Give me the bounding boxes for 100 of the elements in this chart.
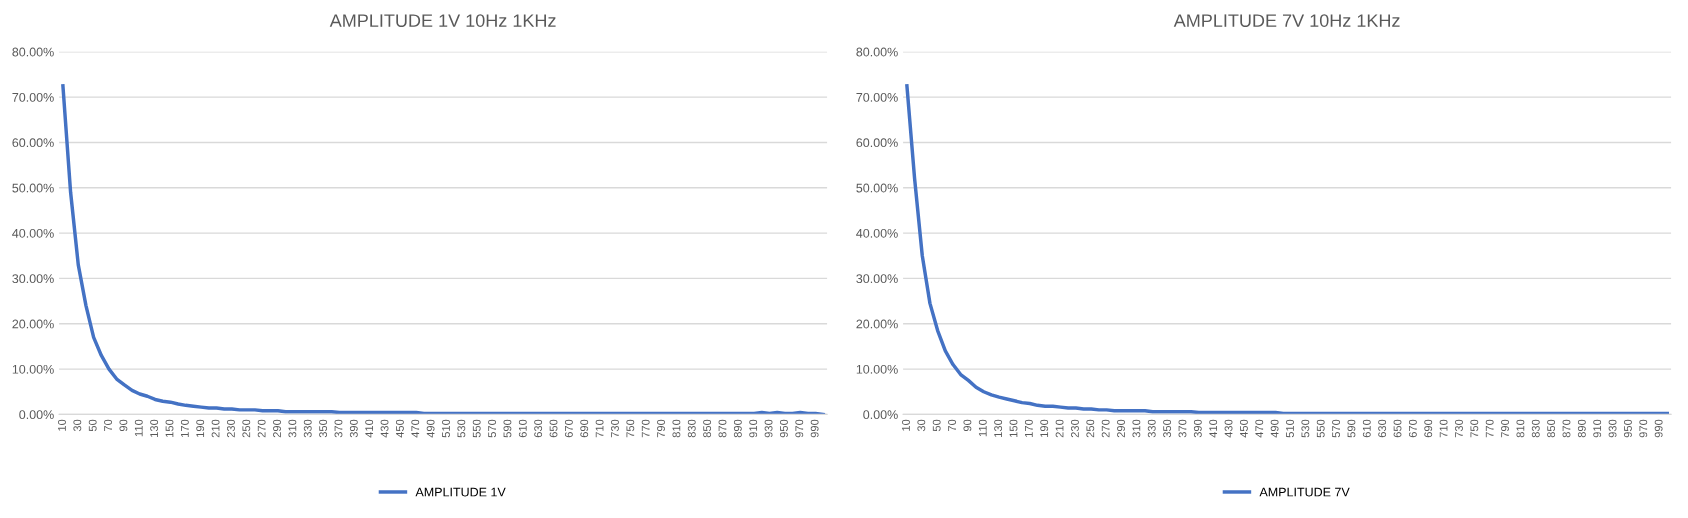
x-tick-label: 70 <box>104 419 112 432</box>
chart-title: AMPLITUDE 1V 10Hz 1KHz <box>329 14 556 27</box>
x-tick-label: 110 <box>978 419 987 437</box>
x-tick-label: 830 <box>1531 419 1540 438</box>
x-tick-label: 330 <box>303 419 312 438</box>
x-tick-label: 810 <box>672 419 681 438</box>
x-tick-label: 610 <box>1362 419 1371 438</box>
legend-label: AMPLITUDE 1V <box>415 487 506 497</box>
x-tick-label: 170 <box>1024 419 1033 437</box>
y-tick-label: 40.00% <box>12 228 54 238</box>
x-tick-label: 730 <box>1455 419 1463 438</box>
x-tick-label: 250 <box>242 419 251 438</box>
legend-label: AMPLITUDE 7V <box>1259 487 1350 497</box>
x-tick-label: 30 <box>73 419 82 432</box>
x-tick-label: 970 <box>795 419 804 438</box>
x-tick-label: 170 <box>180 419 189 437</box>
x-tick-label: 610 <box>518 419 527 438</box>
x-tick-label: 490 <box>426 419 435 438</box>
y-tick-label: 30.00% <box>856 274 898 284</box>
x-tick-label: 10 <box>902 419 910 431</box>
x-tick-label: 30 <box>917 419 926 432</box>
x-tick-label: 370 <box>1178 419 1187 438</box>
x-tick-label: 710 <box>1439 419 1448 438</box>
chart-title: AMPLITUDE 7V 10Hz 1KHz <box>1173 14 1400 27</box>
x-tick-label: 730 <box>611 419 619 438</box>
x-tick-label: 510 <box>442 419 450 438</box>
x-tick-label: 570 <box>488 419 497 438</box>
x-tick-label: 770 <box>1485 419 1494 438</box>
x-tick-label: 390 <box>1193 419 1202 438</box>
x-tick-label: 330 <box>1147 419 1156 438</box>
y-tick-label: 60.00% <box>12 138 54 148</box>
x-tick-label: 90 <box>963 419 972 432</box>
x-tick-label: 350 <box>1163 419 1172 438</box>
x-tick-label: 950 <box>1623 419 1632 438</box>
x-tick-label: 590 <box>1347 419 1356 438</box>
x-tick-label: 890 <box>1577 419 1586 438</box>
x-tick-label: 850 <box>703 419 712 438</box>
x-tick-label: 430 <box>1224 419 1233 438</box>
x-tick-label: 470 <box>1255 419 1264 438</box>
y-tick-label: 70.00% <box>856 92 898 102</box>
line-series <box>905 84 1670 415</box>
x-tick-label: 890 <box>733 419 742 438</box>
x-tick-label: 950 <box>779 419 788 438</box>
x-tick-label: 990 <box>810 419 819 438</box>
x-tick-label: 490 <box>1270 419 1279 438</box>
x-tick-label: 930 <box>1608 419 1617 438</box>
x-tick-label: 230 <box>227 419 235 438</box>
y-tick-label: 50.00% <box>12 183 54 193</box>
x-tick-label: 10 <box>58 419 66 431</box>
x-tick-label: 210 <box>1055 419 1064 438</box>
x-tick-label: 410 <box>365 419 374 438</box>
x-tick-label: 750 <box>626 419 635 438</box>
y-tick-label: 80.00% <box>856 47 898 57</box>
x-tick-label: 690 <box>1424 419 1433 438</box>
line-series <box>61 84 826 415</box>
x-tick-label: 750 <box>1470 419 1479 438</box>
x-tick-label: 450 <box>1239 419 1248 438</box>
x-tick-label: 450 <box>395 419 404 438</box>
x-tick-label: 90 <box>119 419 128 432</box>
x-tick-label: 670 <box>1408 419 1417 438</box>
x-tick-label: 390 <box>349 419 358 438</box>
x-tick-label: 910 <box>1593 419 1602 438</box>
x-tick-label: 650 <box>1393 419 1402 438</box>
x-tick-label: 150 <box>165 419 174 437</box>
x-tick-label: 550 <box>1316 419 1325 438</box>
x-tick-label: 970 <box>1639 419 1648 438</box>
x-tick-label: 470 <box>411 419 420 438</box>
x-tick-label: 530 <box>457 419 466 438</box>
x-tick-label: 650 <box>549 419 558 438</box>
y-tick-label: 60.00% <box>856 138 898 148</box>
x-tick-label: 710 <box>595 419 604 438</box>
x-tick-label: 870 <box>718 419 727 438</box>
x-tick-label: 290 <box>1117 419 1125 438</box>
x-tick-label: 130 <box>994 419 1003 437</box>
x-tick-label: 550 <box>472 419 481 438</box>
x-tick-label: 570 <box>1332 419 1341 438</box>
y-tick-label: 70.00% <box>12 92 54 102</box>
y-tick-label: 0.00% <box>19 410 54 420</box>
x-tick-label: 310 <box>1132 419 1141 438</box>
x-tick-label: 150 <box>1009 419 1018 437</box>
y-tick-label: 20.00% <box>856 319 898 329</box>
y-tick-label: 40.00% <box>856 228 898 238</box>
x-tick-label: 830 <box>687 419 696 438</box>
x-tick-label: 350 <box>319 419 328 438</box>
x-tick-label: 370 <box>334 419 343 438</box>
x-tick-label: 190 <box>1040 419 1049 437</box>
y-tick-label: 80.00% <box>12 47 54 57</box>
x-tick-label: 270 <box>257 419 266 438</box>
x-tick-label: 990 <box>1654 419 1663 438</box>
x-tick-label: 630 <box>1378 419 1387 438</box>
y-tick-label: 20.00% <box>12 319 54 329</box>
x-tick-label: 250 <box>1086 419 1095 438</box>
x-tick-label: 70 <box>948 419 956 432</box>
x-tick-label: 50 <box>932 419 941 432</box>
x-tick-label: 930 <box>764 419 773 438</box>
y-tick-label: 10.00% <box>12 364 54 374</box>
x-tick-label: 670 <box>564 419 573 438</box>
x-tick-label: 530 <box>1301 419 1310 438</box>
x-tick-label: 790 <box>657 419 665 438</box>
x-tick-label: 190 <box>196 419 205 437</box>
